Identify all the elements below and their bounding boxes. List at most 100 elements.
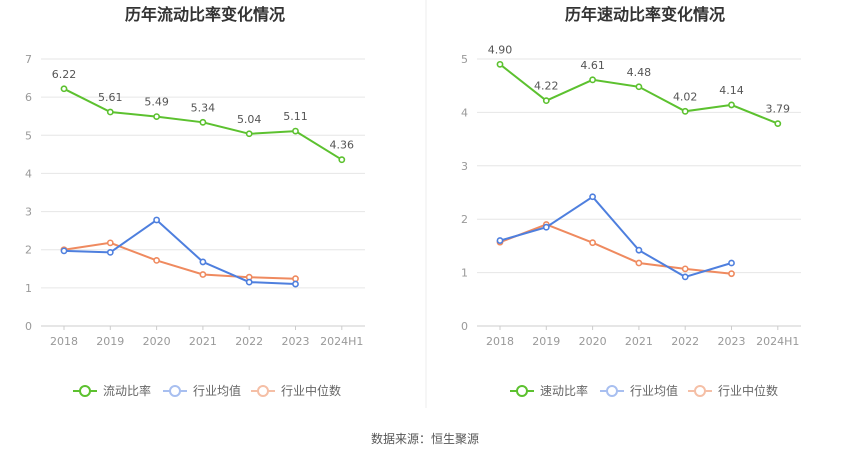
x-tick-label: 2021 (189, 335, 217, 348)
plot-current-ratio: 0 1 2 3 4 5 6 7 2018 2019 2020 2021 2022 2023 2024H1 6.… (25, 53, 365, 348)
data-point-avg (106, 248, 114, 256)
x-tick-label: 2023 (282, 335, 310, 348)
legend-item-industry-median[interactable]: 行业中位数 (688, 383, 778, 398)
data-point-current (338, 156, 346, 164)
y-tick-label: 6 (25, 91, 32, 104)
x-tick-label: 2020 (143, 335, 171, 348)
data-point-avg (153, 216, 160, 224)
data-point-median (199, 271, 207, 278)
legend-marker-icon (257, 385, 269, 397)
data-label: 4.02 (673, 90, 698, 103)
data-label: 4.36 (330, 139, 355, 152)
data-point-avg (199, 258, 207, 266)
data-point-current (542, 97, 550, 105)
y-tick-label: 7 (25, 53, 32, 66)
y-tick-label: 2 (25, 244, 32, 257)
data-label: 5.11 (283, 110, 308, 123)
data-point-avg (728, 259, 735, 267)
data-label: 4.90 (488, 43, 513, 56)
data-point-current (774, 120, 782, 128)
y-tick-label: 5 (461, 53, 468, 66)
y-tick-label: 5 (25, 129, 32, 142)
data-point-median (589, 239, 596, 247)
legend-marker-icon (169, 385, 181, 397)
y-tick-label: 2 (461, 213, 468, 226)
x-tick-label: 2024H1 (320, 335, 363, 348)
y-tick-label: 0 (25, 320, 32, 333)
y-tick-label: 3 (25, 206, 32, 219)
y-tick-label: 4 (461, 106, 468, 119)
series-line-avg (63, 218, 296, 285)
data-point-avg (245, 278, 253, 286)
series-line-avg (499, 195, 732, 278)
legend-quick-ratio: 速动比率 行业均值 行业中位数 (510, 383, 778, 398)
data-point-avg (60, 247, 68, 255)
data-point-current (199, 118, 207, 126)
plot-quick-ratio: 0 1 2 3 4 5 2018 2019 2020 2021 2022 2023 2024H1 4.90… (461, 43, 801, 348)
legend-label-industry-median: 行业中位数 (281, 383, 341, 398)
data-label: 5.49 (144, 96, 169, 109)
data-point-median (635, 259, 643, 267)
data-source-note: 数据来源：恒生聚源 (371, 431, 479, 446)
data-label: 5.34 (191, 101, 216, 114)
y-tick-label: 0 (461, 320, 468, 333)
data-label: 5.04 (237, 113, 262, 126)
x-tick-label: 2023 (718, 335, 746, 348)
data-point-avg (635, 246, 643, 254)
data-point-avg (542, 223, 550, 231)
legend-current-ratio: 流动比率 行业均值 行业中位数 (73, 383, 341, 398)
data-point-median (681, 265, 689, 273)
legend-marker-icon (516, 385, 528, 397)
series-line-median (499, 223, 732, 275)
data-point-median (292, 275, 299, 283)
data-label: 4.22 (534, 80, 559, 93)
x-tick-label: 2019 (532, 335, 560, 348)
y-tick-label: 3 (461, 160, 468, 173)
data-point-current (106, 108, 114, 116)
data-point-avg (589, 193, 596, 201)
x-tick-label: 2018 (50, 335, 78, 348)
legend-label-industry-median: 行业中位数 (718, 383, 778, 398)
data-label: 5.61 (98, 91, 123, 104)
data-point-current (635, 83, 643, 91)
chart-title-current-ratio: 历年流动比率变化情况 (125, 5, 285, 24)
legend-item-quick-ratio[interactable]: 速动比率 (510, 383, 588, 398)
x-tick-label: 2021 (625, 335, 653, 348)
y-tick-label: 4 (25, 167, 32, 180)
data-point-avg (681, 273, 689, 281)
data-label: 4.14 (719, 84, 744, 97)
data-label: 4.61 (580, 59, 605, 72)
legend-item-industry-avg[interactable]: 行业均值 (600, 383, 678, 398)
x-tick-label: 2024H1 (756, 335, 799, 348)
series-line-median (63, 241, 296, 280)
legend-item-industry-avg[interactable]: 行业均值 (163, 383, 241, 398)
data-point-current (728, 101, 735, 109)
data-point-median (106, 239, 114, 247)
legend-label-current-ratio: 流动比率 (103, 383, 151, 398)
data-point-current (60, 85, 68, 93)
data-label: 4.48 (627, 66, 652, 79)
legend-item-current-ratio[interactable]: 流动比率 (73, 383, 151, 398)
x-tick-label: 2022 (235, 335, 263, 348)
x-tick-label: 2022 (671, 335, 699, 348)
data-point-current (245, 130, 253, 138)
legend-marker-icon (79, 385, 91, 397)
data-label: 3.79 (766, 103, 791, 116)
legend-marker-icon (694, 385, 706, 397)
legend-label-industry-avg: 行业均值 (630, 383, 678, 398)
legend-marker-icon (606, 385, 618, 397)
data-point-current (292, 127, 299, 135)
chart-title-quick-ratio: 历年速动比率变化情况 (565, 5, 725, 24)
data-point-avg (292, 280, 299, 288)
data-point-avg (496, 237, 504, 244)
x-tick-label: 2018 (486, 335, 514, 348)
y-tick-label: 1 (461, 267, 468, 280)
data-point-current (681, 107, 689, 115)
data-point-current (496, 60, 504, 68)
data-label: 6.22 (52, 68, 77, 81)
x-tick-label: 2019 (96, 335, 124, 348)
legend-item-industry-median[interactable]: 行业中位数 (251, 383, 341, 398)
data-point-current (589, 76, 596, 84)
legend-label-quick-ratio: 速动比率 (540, 383, 588, 398)
